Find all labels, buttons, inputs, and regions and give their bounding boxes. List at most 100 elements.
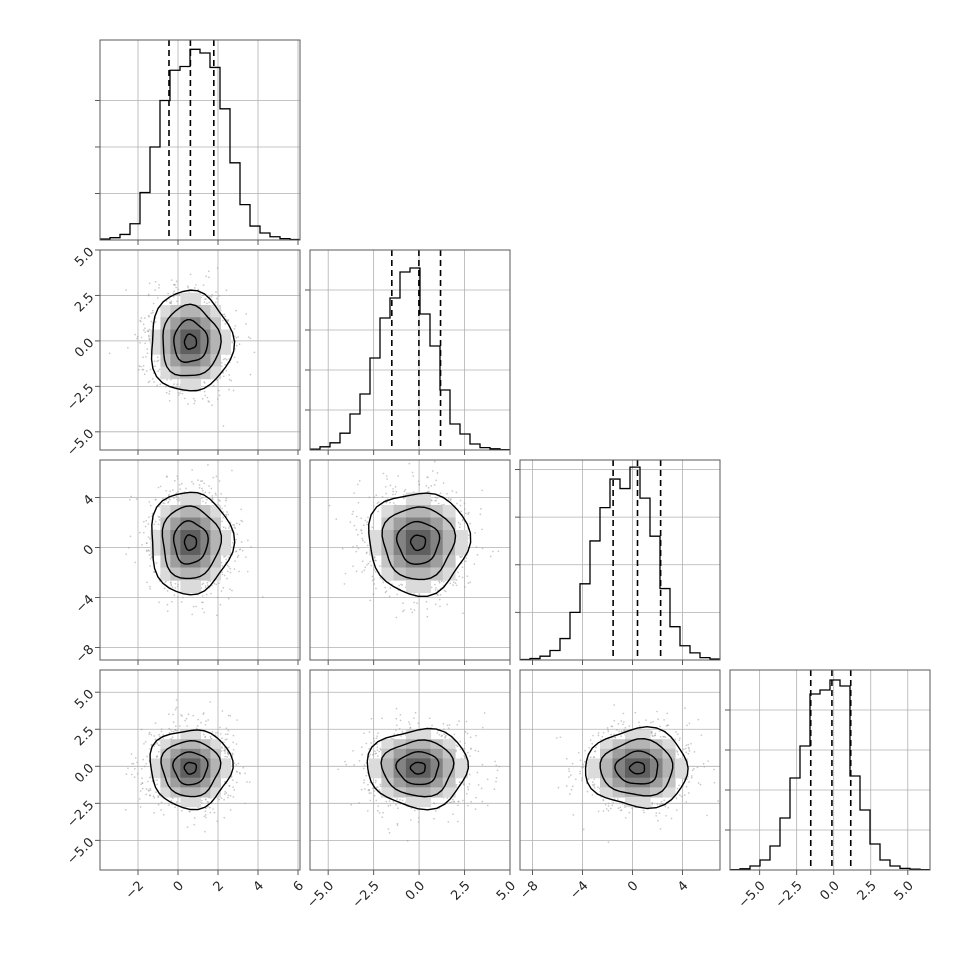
- scatter-point: [702, 762, 705, 765]
- scatter-point: [222, 516, 225, 519]
- scatter-point: [210, 592, 212, 595]
- density-cell: [587, 758, 601, 769]
- scatter-point: [168, 727, 170, 730]
- scatter-point: [226, 577, 228, 580]
- scatter-point: [221, 737, 223, 740]
- scatter-point: [166, 603, 169, 606]
- scatter-point: [393, 733, 396, 735]
- scatter-point: [481, 726, 484, 729]
- scatter-point: [651, 803, 654, 806]
- scatter-point: [440, 580, 443, 583]
- scatter-point: [225, 497, 228, 500]
- contour-line: [161, 505, 223, 580]
- scatter-point: [130, 773, 133, 776]
- scatter-point: [372, 505, 375, 507]
- scatter-point: [389, 484, 392, 487]
- scatter-point: [246, 781, 248, 783]
- scatter-point: [687, 752, 690, 755]
- scatter-point: [170, 301, 172, 304]
- scatter-point: [180, 601, 183, 603]
- scatter-point: [367, 562, 370, 565]
- scatter-point: [461, 576, 464, 579]
- scatter-point: [200, 801, 203, 804]
- scatter-point: [652, 720, 654, 723]
- scatter-point: [396, 824, 399, 826]
- scatter-point: [663, 719, 665, 721]
- scatter-point: [219, 726, 221, 729]
- scatter-point: [439, 492, 442, 494]
- scatter-point: [154, 738, 157, 741]
- contour-line: [366, 727, 470, 811]
- scatter-point: [685, 785, 688, 788]
- density-cell: [210, 542, 221, 556]
- density-cell: [405, 748, 419, 760]
- density-cell: [600, 758, 614, 769]
- tick-label-x: −5.0: [304, 878, 337, 911]
- scatter-point: [209, 806, 211, 809]
- scatter-point: [170, 600, 173, 603]
- scatter-point: [165, 499, 168, 502]
- scatter-point: [593, 750, 596, 753]
- density-cell: [170, 517, 181, 531]
- scatter-point: [204, 813, 207, 816]
- scatter-point: [173, 479, 176, 482]
- density-cell: [612, 768, 626, 779]
- scatter-point: [459, 504, 462, 507]
- scatter-point: [358, 802, 361, 804]
- scatter-point: [210, 487, 213, 490]
- scatter-point: [168, 498, 171, 500]
- scatter-point: [210, 296, 213, 298]
- scatter-point: [654, 732, 657, 735]
- scatter-point: [181, 392, 184, 395]
- scatter-point: [664, 805, 667, 808]
- scatter-point: [229, 567, 232, 570]
- scatter-point: [687, 743, 690, 746]
- scatter-point: [399, 713, 402, 716]
- density-cell: [180, 768, 191, 779]
- scatter-point: [147, 549, 150, 551]
- scatter-point: [215, 494, 217, 496]
- scatter-point: [430, 586, 433, 589]
- scatter-point: [642, 809, 645, 812]
- scatter-point: [236, 533, 239, 536]
- scatter-point: [127, 346, 129, 349]
- scatter-point: [131, 762, 133, 765]
- scatter-point: [174, 725, 177, 728]
- density-cell: [405, 796, 419, 808]
- density-cell: [625, 796, 639, 808]
- density-cell: [180, 329, 191, 343]
- scatter-point: [157, 486, 160, 489]
- scatter-point: [170, 279, 173, 281]
- scatter-point: [159, 383, 162, 386]
- scatter-point: [175, 495, 178, 498]
- density-cell: [190, 729, 201, 740]
- scatter-point: [706, 814, 708, 817]
- scatter-point: [588, 778, 590, 780]
- scatter-point: [204, 798, 207, 801]
- density-cell: [381, 787, 395, 798]
- scatter-point: [231, 469, 233, 472]
- scatter-point: [690, 775, 693, 777]
- scatter-point: [449, 582, 452, 585]
- scatter-point: [202, 582, 205, 585]
- scatter-point: [108, 352, 111, 355]
- scatter-point: [368, 792, 371, 794]
- scatter-point: [208, 295, 211, 298]
- tick-label-x: 5.0: [494, 878, 519, 903]
- scatter-point: [365, 742, 368, 745]
- scatter-point: [215, 291, 217, 293]
- scatter-point: [459, 748, 462, 751]
- scatter-point: [375, 799, 378, 802]
- scatter-point: [138, 365, 141, 367]
- scatter-point: [177, 288, 180, 291]
- scatter-point: [352, 510, 355, 513]
- scatter-point: [216, 379, 219, 382]
- scatter-point: [141, 777, 143, 780]
- scatter-point: [433, 460, 436, 463]
- scatter-point: [253, 351, 256, 354]
- density-cell: [675, 768, 689, 779]
- scatter-point: [183, 397, 186, 400]
- density-cell: [393, 787, 407, 798]
- density-cell: [190, 378, 201, 392]
- scatter-point: [496, 769, 499, 772]
